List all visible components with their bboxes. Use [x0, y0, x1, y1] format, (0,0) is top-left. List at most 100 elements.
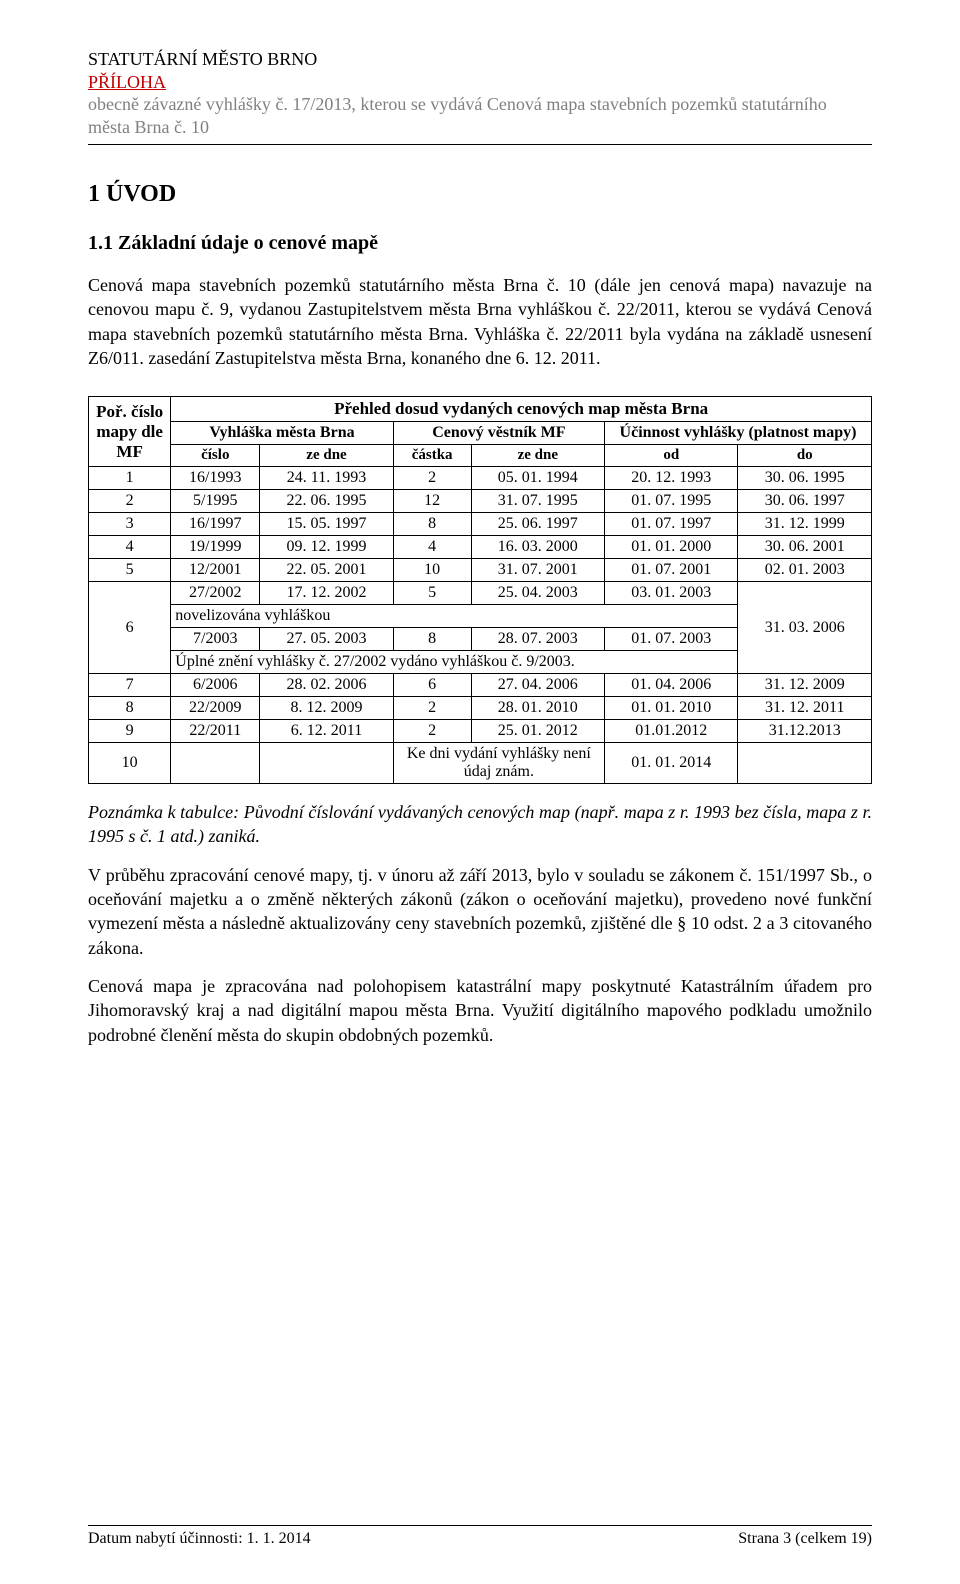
cell: 3 — [89, 513, 171, 536]
cell: 2 — [89, 490, 171, 513]
table-row: 2 5/1995 22. 06. 1995 12 31. 07. 1995 01… — [89, 490, 872, 513]
cell: 25. 06. 1997 — [471, 513, 604, 536]
cell: 03. 01. 2003 — [605, 582, 738, 605]
cell: 30. 06. 1997 — [738, 490, 872, 513]
table-row: 3 16/1997 15. 05. 1997 8 25. 06. 1997 01… — [89, 513, 872, 536]
cell: 5 — [393, 582, 471, 605]
paragraph-2: V průběhu zpracování cenové mapy, tj. v … — [88, 863, 872, 960]
group-header-vestnik: Cenový věstník MF — [393, 422, 604, 445]
heading-1-1: 1.1 Základní údaje o cenové mapě — [88, 232, 872, 255]
heading-1: 1 ÚVOD — [88, 181, 872, 208]
table-row: 8 22/2009 8. 12. 2009 2 28. 01. 2010 01.… — [89, 697, 872, 720]
footer-divider — [88, 1525, 872, 1526]
page-footer: Datum nabytí účinnosti: 1. 1. 2014 Stran… — [88, 1525, 872, 1548]
cell: 28. 07. 2003 — [471, 628, 604, 651]
cell: 31. 12. 2011 — [738, 697, 872, 720]
cell: 4 — [89, 536, 171, 559]
table-row-10: 10 Ke dni vydání vyhlášky není údaj znám… — [89, 743, 872, 784]
table-row: 1 16/1993 24. 11. 1993 2 05. 01. 1994 20… — [89, 467, 872, 490]
cell: 5 — [89, 559, 171, 582]
cell: 2 — [393, 697, 471, 720]
cell: 25. 04. 2003 — [471, 582, 604, 605]
cell: 28. 01. 2010 — [471, 697, 604, 720]
cell: 4 — [393, 536, 471, 559]
footer-right: Strana 3 (celkem 19) — [738, 1530, 872, 1548]
cell: 31.12.2013 — [738, 720, 872, 743]
cell: 22. 05. 2001 — [260, 559, 393, 582]
document-page: STATUTÁRNÍ MĚSTO BRNO PŘÍLOHA obecně záv… — [0, 0, 960, 1584]
cell: 8 — [89, 697, 171, 720]
cell: 01. 07. 2001 — [605, 559, 738, 582]
header-divider — [88, 144, 872, 145]
cell: 9 — [89, 720, 171, 743]
cell: 31. 07. 2001 — [471, 559, 604, 582]
sub-header-cislo: číslo — [171, 445, 260, 467]
cell: 8 — [393, 628, 471, 651]
cell: 12/2001 — [171, 559, 260, 582]
cell: 27/2002 — [171, 582, 260, 605]
cell: 10 — [393, 559, 471, 582]
cell: 7 — [89, 674, 171, 697]
cell: 31. 12. 1999 — [738, 513, 872, 536]
cell: 25. 01. 2012 — [471, 720, 604, 743]
cell: 01. 07. 1997 — [605, 513, 738, 536]
cell: 01. 07. 1995 — [605, 490, 738, 513]
cell: 30. 06. 2001 — [738, 536, 872, 559]
cell: 09. 12. 1999 — [260, 536, 393, 559]
row10-mid: Ke dni vydání vyhlášky není údaj znám. — [393, 743, 604, 784]
cell: 16. 03. 2000 — [471, 536, 604, 559]
table-row-6a: 6 27/2002 17. 12. 2002 5 25. 04. 2003 03… — [89, 582, 872, 605]
cell: 6/2006 — [171, 674, 260, 697]
cell: 22/2011 — [171, 720, 260, 743]
group-header-vyhlaska: Vyhláška města Brna — [171, 422, 393, 445]
table-row: 9 22/2011 6. 12. 2011 2 25. 01. 2012 01.… — [89, 720, 872, 743]
cell: 2 — [393, 467, 471, 490]
cell: 31. 07. 1995 — [471, 490, 604, 513]
table-row: 7 6/2006 28. 02. 2006 6 27. 04. 2006 01.… — [89, 674, 872, 697]
cell: 01. 07. 2003 — [605, 628, 738, 651]
group-header-ucinnost: Účinnost vyhlášky (platnost mapy) — [605, 422, 872, 445]
cell: 7/2003 — [171, 628, 260, 651]
cell: 22. 06. 1995 — [260, 490, 393, 513]
header-line-1: STATUTÁRNÍ MĚSTO BRNO — [88, 48, 872, 71]
price-map-history-table: Poř. číslo mapy dle MF Přehled dosud vyd… — [88, 396, 872, 784]
header-line-2: PŘÍLOHA — [88, 71, 872, 94]
paragraph-3: Cenová mapa je zpracována nad polohopise… — [88, 974, 872, 1047]
sub-header-zedne1: ze dne — [260, 445, 393, 467]
cell: 27. 04. 2006 — [471, 674, 604, 697]
cell: 1 — [89, 467, 171, 490]
sub-header-do: do — [738, 445, 872, 467]
cell: 6 — [393, 674, 471, 697]
cell: 31. 12. 2009 — [738, 674, 872, 697]
table-note: Poznámka k tabulce: Původní číslování vy… — [88, 800, 872, 849]
cell: 02. 01. 2003 — [738, 559, 872, 582]
cell: 16/1997 — [171, 513, 260, 536]
cell: 31. 03. 2006 — [738, 582, 872, 674]
cell: 15. 05. 1997 — [260, 513, 393, 536]
sub-header-zedne2: ze dne — [471, 445, 604, 467]
sub-header-od: od — [605, 445, 738, 467]
cell: 5/1995 — [171, 490, 260, 513]
cell — [171, 743, 260, 784]
table-title: Přehled dosud vydaných cenových map měst… — [171, 397, 872, 422]
cell: 28. 02. 2006 — [260, 674, 393, 697]
cell: 2 — [393, 720, 471, 743]
cell: 16/1993 — [171, 467, 260, 490]
header-line-3: obecně závazné vyhlášky č. 17/2013, kter… — [88, 93, 872, 138]
cell: 24. 11. 1993 — [260, 467, 393, 490]
cell: 30. 06. 1995 — [738, 467, 872, 490]
cell: 01.01.2012 — [605, 720, 738, 743]
sub-header-castka: částka — [393, 445, 471, 467]
cell: 8. 12. 2009 — [260, 697, 393, 720]
cell: 6. 12. 2011 — [260, 720, 393, 743]
table-row: 5 12/2001 22. 05. 2001 10 31. 07. 2001 0… — [89, 559, 872, 582]
table-row: 4 19/1999 09. 12. 1999 4 16. 03. 2000 01… — [89, 536, 872, 559]
intro-paragraph: Cenová mapa stavebních pozemků statutárn… — [88, 273, 872, 370]
page-header: STATUTÁRNÍ MĚSTO BRNO PŘÍLOHA obecně záv… — [88, 48, 872, 145]
cell: 22/2009 — [171, 697, 260, 720]
novel-label: novelizována vyhláškou — [171, 605, 738, 628]
cell — [260, 743, 393, 784]
cell: 01. 04. 2006 — [605, 674, 738, 697]
cell: 01. 01. 2014 — [605, 743, 738, 784]
full-text: Úplné znění vyhlášky č. 27/2002 vydáno v… — [171, 651, 738, 674]
